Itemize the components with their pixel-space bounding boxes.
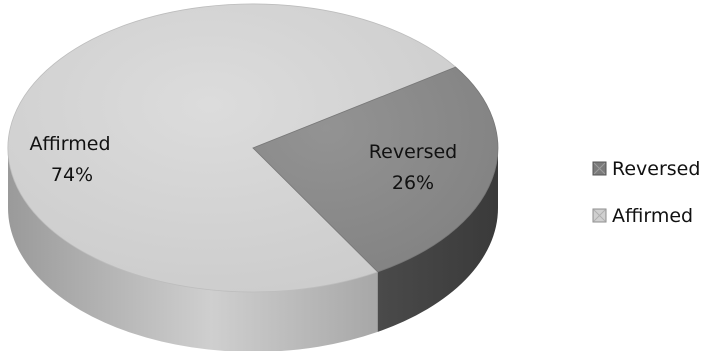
legend-item-affirmed[interactable]: Affirmed: [592, 205, 693, 227]
pie-side-reversed: [377, 148, 498, 332]
slice-label-reversed-percent: 26%: [392, 172, 434, 194]
legend-swatch-affirmed-bevel: [593, 209, 606, 222]
slice-label-affirmed-percent: 74%: [51, 164, 93, 186]
slice-label-affirmed-name: Affirmed: [29, 133, 110, 155]
pie-slice-affirmed[interactable]: [7, 3, 457, 293]
legend: Reversed Affirmed: [592, 158, 700, 227]
pie-side-affirmed: [8, 148, 378, 351]
legend-item-reversed[interactable]: Reversed: [592, 158, 700, 180]
legend-label-reversed: Reversed: [612, 158, 700, 180]
pie-slice-reversed[interactable]: [252, 66, 499, 273]
slice-label-reversed-name: Reversed: [369, 141, 457, 163]
legend-label-affirmed: Affirmed: [612, 205, 693, 227]
legend-swatch-reversed-bevel: [593, 162, 606, 175]
